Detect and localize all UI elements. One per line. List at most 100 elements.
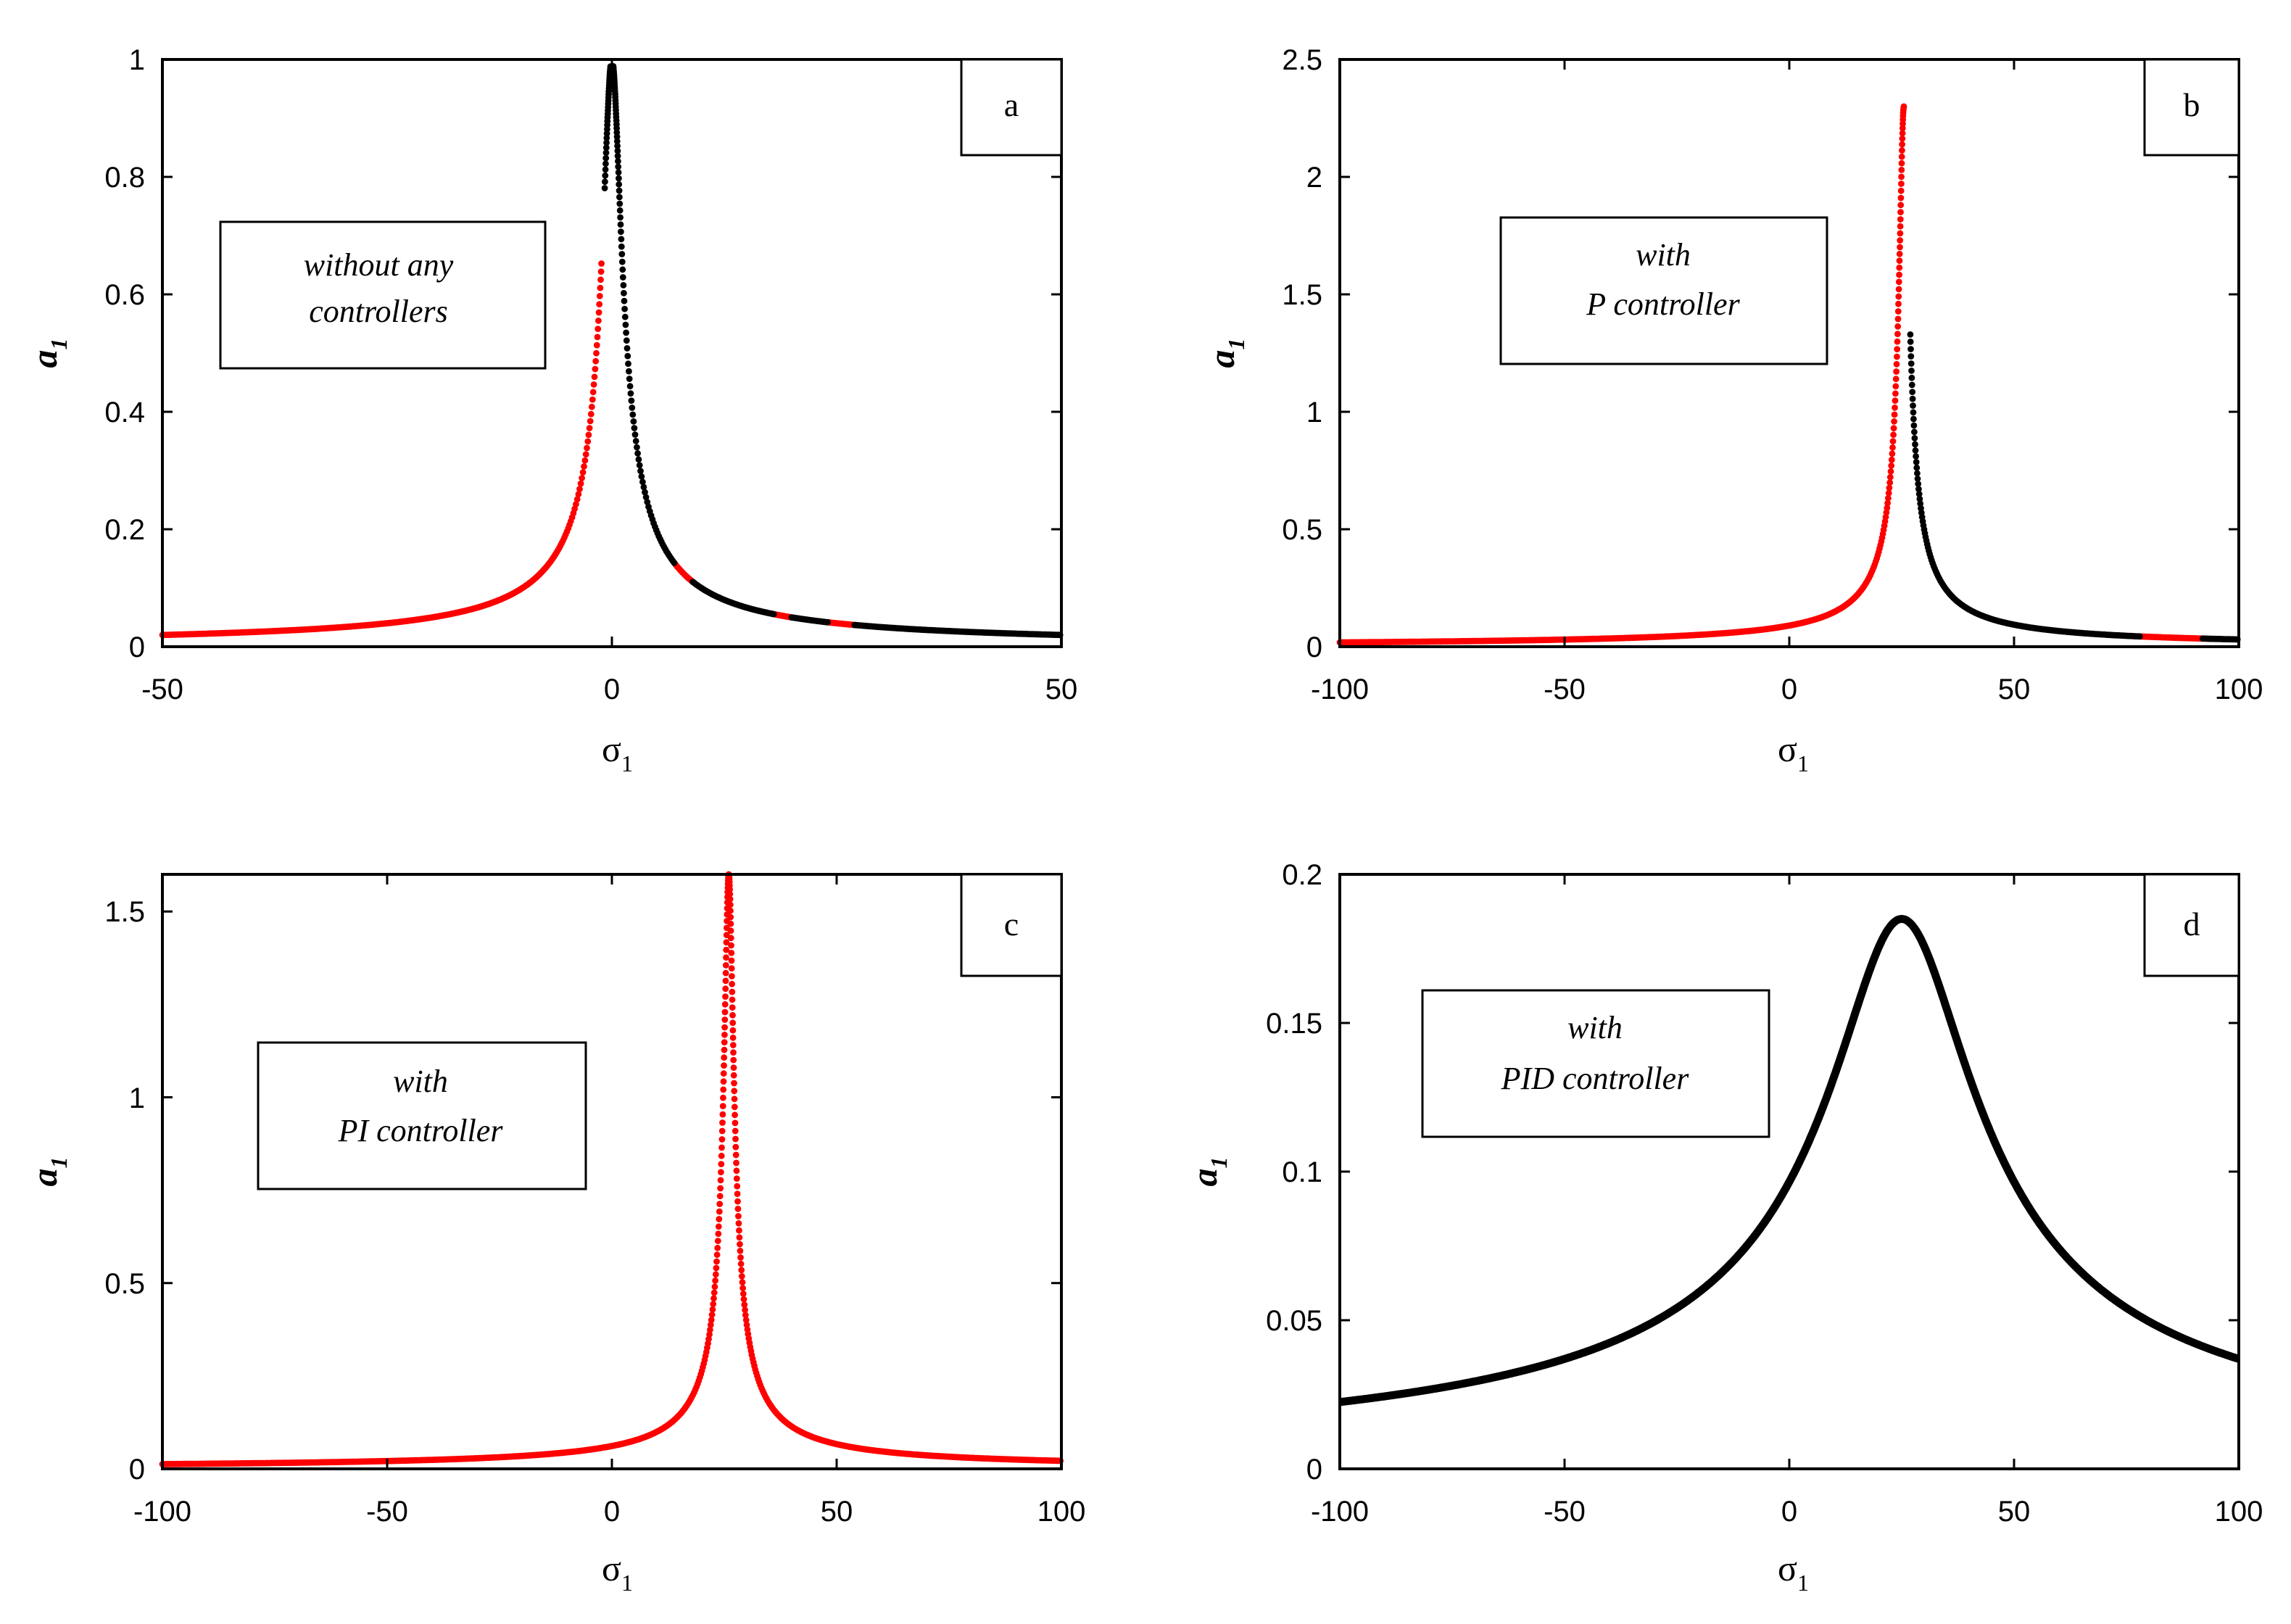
data-point-stable: [726, 886, 733, 893]
data-point-stable: [593, 341, 600, 349]
data-point-unstable: [1915, 491, 1923, 497]
data-point-stable: [577, 480, 584, 487]
data-point-unstable: [619, 274, 626, 281]
data-point-stable: [737, 1240, 743, 1248]
panel-c-y-axis-label: a1: [24, 1157, 72, 1187]
panel-d-xtick-label: 100: [2215, 1496, 2263, 1528]
data-point-unstable: [1907, 360, 1915, 367]
panel-d-label-box: [2143, 873, 2240, 977]
panel-c-ytick-label: 1: [129, 1082, 145, 1114]
data-point-unstable: [626, 383, 634, 390]
data-point-stable: [594, 326, 602, 332]
data-point-unstable: [629, 411, 637, 418]
panel-a-xtick-label: -50: [141, 674, 183, 705]
panel-d-x-axis-label: σ1: [1778, 1548, 1809, 1596]
data-point-stable: [1896, 264, 1903, 271]
data-point-unstable: [618, 243, 625, 250]
data-point-unstable: [1910, 402, 1916, 409]
data-point-unstable: [629, 405, 636, 411]
panel-d-annotation-box: [1421, 989, 1770, 1138]
data-point-stable: [737, 1254, 744, 1261]
panel-c-ytick-label: 1.5: [104, 896, 145, 928]
data-point-stable: [1894, 323, 1902, 330]
data-point-stable: [736, 1234, 743, 1241]
data-point-stable: [729, 1027, 737, 1034]
data-point-unstable: [615, 169, 622, 176]
panel-d-annotation-line1: with: [1567, 1010, 1623, 1045]
data-point-unstable: [639, 478, 646, 486]
data-point-stable: [727, 920, 734, 927]
data-point-stable: [1884, 500, 1892, 507]
data-point-stable: [723, 954, 729, 961]
data-point-stable: [729, 996, 736, 1003]
data-point-stable: [597, 268, 605, 275]
data-point-unstable: [637, 468, 644, 474]
data-point-unstable: [1907, 339, 1914, 345]
data-point-stable: [731, 1095, 738, 1103]
data-point-stable: [706, 1331, 713, 1338]
panel-c-ticks: [161, 874, 1063, 1470]
data-point-unstable: [624, 345, 631, 352]
data-point-stable: [1897, 216, 1904, 223]
data-point-stable: [1895, 300, 1902, 307]
panel-b-ytick-label: 0: [1306, 631, 1322, 663]
data-point-unstable: [631, 431, 639, 438]
data-point-unstable: [614, 142, 621, 149]
data-point-stable: [581, 463, 587, 470]
panel-a-y-axis-label: a1: [24, 339, 72, 368]
data-point-stable: [720, 1078, 727, 1085]
data-point-stable: [596, 293, 603, 299]
data-point-stable: [737, 1260, 745, 1267]
data-point-stable: [720, 1086, 727, 1093]
data-point-stable: [573, 496, 581, 503]
data-point-stable: [719, 1103, 726, 1109]
panel-c-xtick-label: 0: [604, 1496, 620, 1528]
data-point-unstable: [2136, 633, 2143, 640]
data-point-stable: [1887, 468, 1894, 475]
panel-a-xtick-labels: -50 0 50: [141, 674, 1077, 705]
data-point-unstable: [617, 221, 624, 228]
data-point-unstable: [614, 152, 621, 160]
data-point-stable: [586, 425, 593, 431]
data-point-stable: [721, 1024, 728, 1031]
data-point-stable: [732, 1127, 739, 1135]
panel-a-ytick-label: 0.6: [104, 279, 145, 311]
data-point-stable: [1899, 147, 1905, 154]
data-point-stable: [728, 965, 735, 972]
data-point-stable: [1892, 376, 1900, 383]
data-point-stable: [584, 444, 590, 452]
data-point-stable: [710, 1289, 718, 1296]
panel-b-xtick-label: -100: [1311, 674, 1369, 705]
data-point-unstable: [615, 158, 621, 165]
data-point-stable: [728, 957, 735, 964]
panel-a-data-points: [159, 63, 1064, 639]
data-point-unstable: [634, 444, 640, 451]
panel-d-xtick-label: -100: [1311, 1496, 1369, 1528]
data-point-stable: [718, 1152, 725, 1159]
panel-d-ytick-label: 0.2: [1282, 859, 1322, 891]
data-point-unstable: [632, 438, 639, 444]
data-point-stable: [1889, 438, 1897, 444]
data-point-stable: [728, 942, 734, 949]
data-point-stable: [742, 1306, 748, 1314]
panel-a-annotation-line1: without any: [304, 247, 454, 283]
data-point-unstable: [624, 352, 631, 360]
data-point-stable: [729, 1011, 736, 1019]
data-point-stable: [593, 349, 600, 357]
data-point-stable: [721, 1039, 728, 1045]
data-point-stable: [730, 1064, 737, 1071]
data-point-unstable: [602, 154, 610, 162]
panel-b-data-points: [1336, 103, 2241, 646]
data-point-unstable: [602, 144, 610, 152]
data-point-stable: [1900, 103, 1907, 110]
data-point-stable: [721, 1031, 728, 1038]
data-point-stable: [1897, 230, 1904, 237]
data-point-stable: [1898, 153, 1905, 160]
panel-c-data-points: [159, 871, 1064, 1467]
data-point-stable: [722, 962, 729, 969]
data-point-unstable: [621, 289, 627, 297]
data-point-stable: [595, 309, 602, 316]
data-point-unstable: [616, 181, 623, 188]
data-point-stable: [729, 1035, 737, 1041]
data-point-unstable: [1912, 447, 1919, 454]
